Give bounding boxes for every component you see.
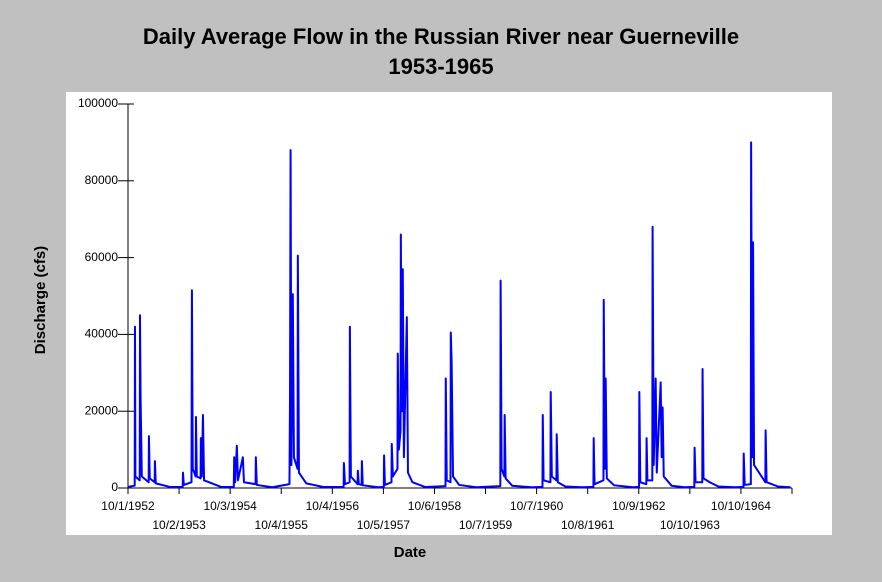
x-tick-label: 10/7/1959 bbox=[459, 518, 513, 532]
y-tick-label: 80000 bbox=[85, 173, 119, 187]
y-tick-label: 100000 bbox=[78, 96, 118, 110]
x-tick-label: 10/3/1954 bbox=[203, 499, 257, 513]
x-tick-label: 10/9/1962 bbox=[612, 499, 666, 513]
y-axis-title: Discharge (cfs) bbox=[32, 246, 49, 354]
y-tick-label: 20000 bbox=[85, 403, 119, 417]
x-tick-label: 10/5/1957 bbox=[357, 518, 411, 532]
x-tick-label: 10/7/1960 bbox=[510, 499, 564, 513]
flow-line bbox=[127, 141, 791, 489]
x-tick-label: 10/6/1958 bbox=[408, 499, 462, 513]
x-tick-label: 10/4/1956 bbox=[306, 499, 360, 513]
x-tick-label: 10/4/1955 bbox=[255, 518, 309, 532]
y-tick-label: 40000 bbox=[85, 327, 119, 341]
x-tick-label: 10/1/1952 bbox=[101, 499, 155, 513]
x-tick-label: 10/2/1953 bbox=[152, 518, 206, 532]
y-tick-label: 0 bbox=[111, 480, 118, 494]
chart-title: Daily Average Flow in the Russian River … bbox=[143, 24, 739, 49]
plot-panel bbox=[66, 92, 832, 535]
chart-subtitle: 1953-1965 bbox=[388, 54, 493, 79]
x-axis-title: Date bbox=[394, 544, 427, 561]
y-tick-label: 60000 bbox=[85, 250, 119, 264]
x-tick-label: 10/10/1964 bbox=[711, 499, 771, 513]
x-tick-label: 10/10/1963 bbox=[660, 518, 720, 532]
x-tick-label: 10/8/1961 bbox=[561, 518, 615, 532]
